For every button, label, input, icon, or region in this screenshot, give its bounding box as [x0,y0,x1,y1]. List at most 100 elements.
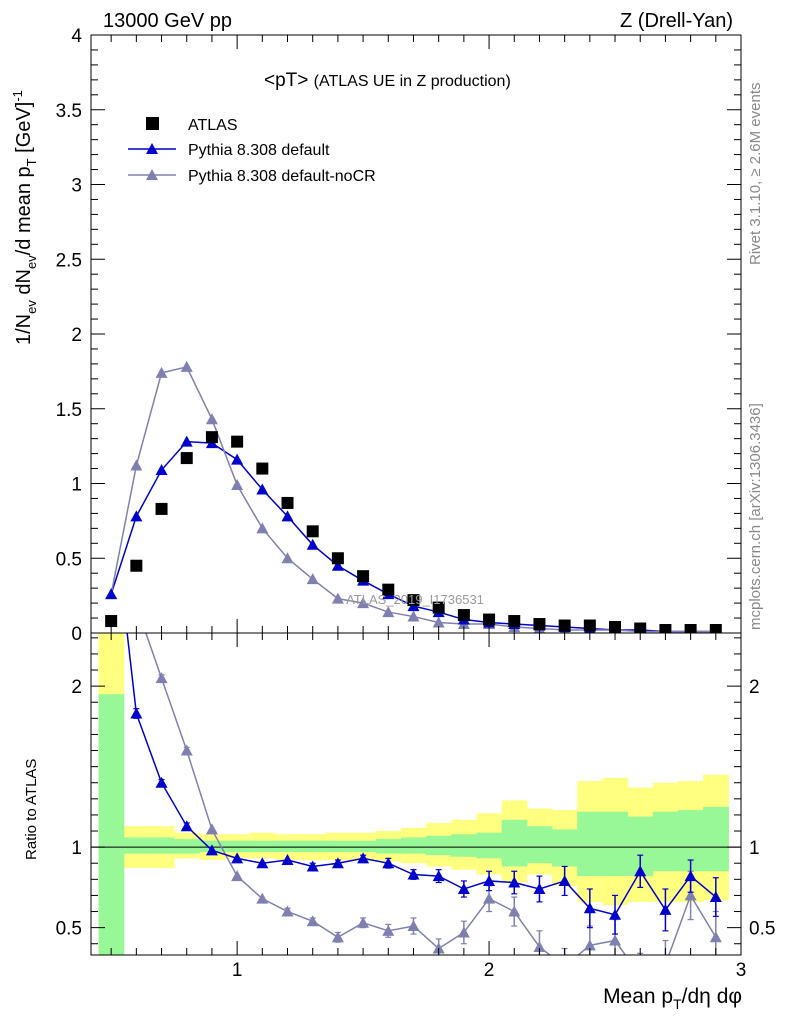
top-y-tick-label: 2.5 [56,250,82,271]
rivet-version-label: Rivet 3.1.10, ≥ 2.6M events [747,83,764,266]
ratio-point-0 [331,857,344,869]
atlas-data-point [306,525,319,538]
ratio-point-1 [382,924,395,936]
x-tick-label: 1 [232,960,243,981]
x-tick-label: 2 [484,960,495,981]
atlas-data-point [508,615,521,628]
ratio-point-1 [533,940,546,952]
ratio-point-1 [583,939,596,951]
legend-label-nocr: Pythia 8.308 default-noCR [188,168,376,185]
legend-label-atlas: ATLAS [188,117,238,134]
top-point-2 [205,413,218,425]
bottom-series-layer [126,633,722,981]
green-band-bin [602,811,629,877]
ratio-point-0 [457,882,470,894]
ratio-point-1 [684,889,697,901]
top-point-1 [306,538,319,550]
green-band-bin [350,840,377,852]
legend-label-default: Pythia 8.308 default [188,142,330,159]
header-right-label: Z (Drell-Yan) [620,10,733,32]
atlas-data-point [256,462,269,475]
ratio-point-1 [180,744,193,756]
top-y-tick-label: 1 [71,475,82,496]
atlas-data-point [382,583,395,596]
top-point-2 [256,522,269,534]
ratio-point-1 [306,915,319,927]
green-band-bin [375,839,402,854]
green-band-bin [476,832,503,859]
ratio-point-1 [709,931,722,943]
ratio-point-0 [609,908,622,920]
top-y-tick-label: 3 [71,176,82,197]
ratio-point-0 [180,820,193,832]
ratio-point-0 [256,857,269,869]
ratio-point-1 [256,892,269,904]
atlas-data-point [331,552,344,565]
ratio-point-0 [357,852,370,864]
legend-marker-atlas [146,117,159,130]
bottom-panel-frame [90,632,742,956]
ratio-point-0 [155,776,168,788]
ratio-point-1 [483,892,496,904]
ratio-y-tick-label-right: 2 [749,677,760,698]
atlas-data-point [105,615,118,628]
ratio-point-0 [533,882,546,894]
ratio-point-1 [331,931,344,943]
atlas-data-point [281,496,294,509]
ratio-point-0 [634,865,647,877]
green-band-bin [501,819,528,867]
top-point-1 [331,559,344,571]
ratio-point-1 [609,934,622,946]
ratio-point-1 [508,905,521,917]
atlas-data-point [155,502,168,515]
ratio-point-0 [709,891,722,903]
ratio-point-1 [457,926,470,938]
atlas-data-point [180,452,193,465]
green-band-bin [426,835,452,856]
green-band-bin [98,694,125,955]
green-band-bin [224,840,251,852]
ratio-y-tick-label-left: 0.5 [56,919,82,940]
ratio-point-1 [634,970,646,981]
legend-marker-nocr [146,169,158,180]
ratio-point-1 [231,870,244,882]
ratio-point-0 [382,857,395,869]
green-band-bin [249,840,276,852]
ratio-point-1 [205,823,218,835]
ratio-point-0 [205,844,218,856]
top-point-2 [382,606,395,618]
legend-marker-default [146,143,158,154]
top-y-tick-label: 2 [71,325,82,346]
top-point-1 [155,464,168,476]
top-point-2 [306,573,319,585]
top-series-layer [105,360,722,633]
x-axis-label: Mean pT/dη dφ [603,985,742,1012]
green-band-bin [526,826,553,864]
top-point-1 [130,510,143,522]
top-y-tick-label: 3.5 [56,101,82,122]
legend: ATLAS Pythia 8.308 default Pythia 8.308 … [128,117,376,185]
mcplots-label: mcplots.cern.ch [arXiv:1306.3436] [747,403,764,630]
atlas-data-point [457,609,470,622]
ratio-y-tick-label-left: 1 [71,838,82,859]
top-point-1 [281,510,294,522]
ratio-y-tick-label-left: 2 [71,677,82,698]
top-point-1 [180,435,193,447]
atlas-data-point [231,435,244,448]
plot-title: <pT> (ATLAS UE in Z production) [264,70,511,91]
ratio-point-1 [155,672,168,684]
x-tick-label: 3 [736,960,747,981]
top-y-tick-label: 0 [71,624,82,645]
green-band-bin [577,811,603,877]
atlas-data-point [130,559,143,572]
top-point-2 [357,597,370,609]
atlas-data-point [558,619,571,632]
green-band-bin [552,829,578,867]
ratio-point-0 [281,854,294,866]
ratio-point-1 [559,960,571,971]
ratio-point-0 [483,874,496,886]
atlas-data-point [357,570,370,583]
header-left-label: 13000 GeV pp [103,10,232,32]
top-point-2 [281,552,294,564]
bottom-y-axis-label: Ratio to ATLAS [23,759,40,860]
